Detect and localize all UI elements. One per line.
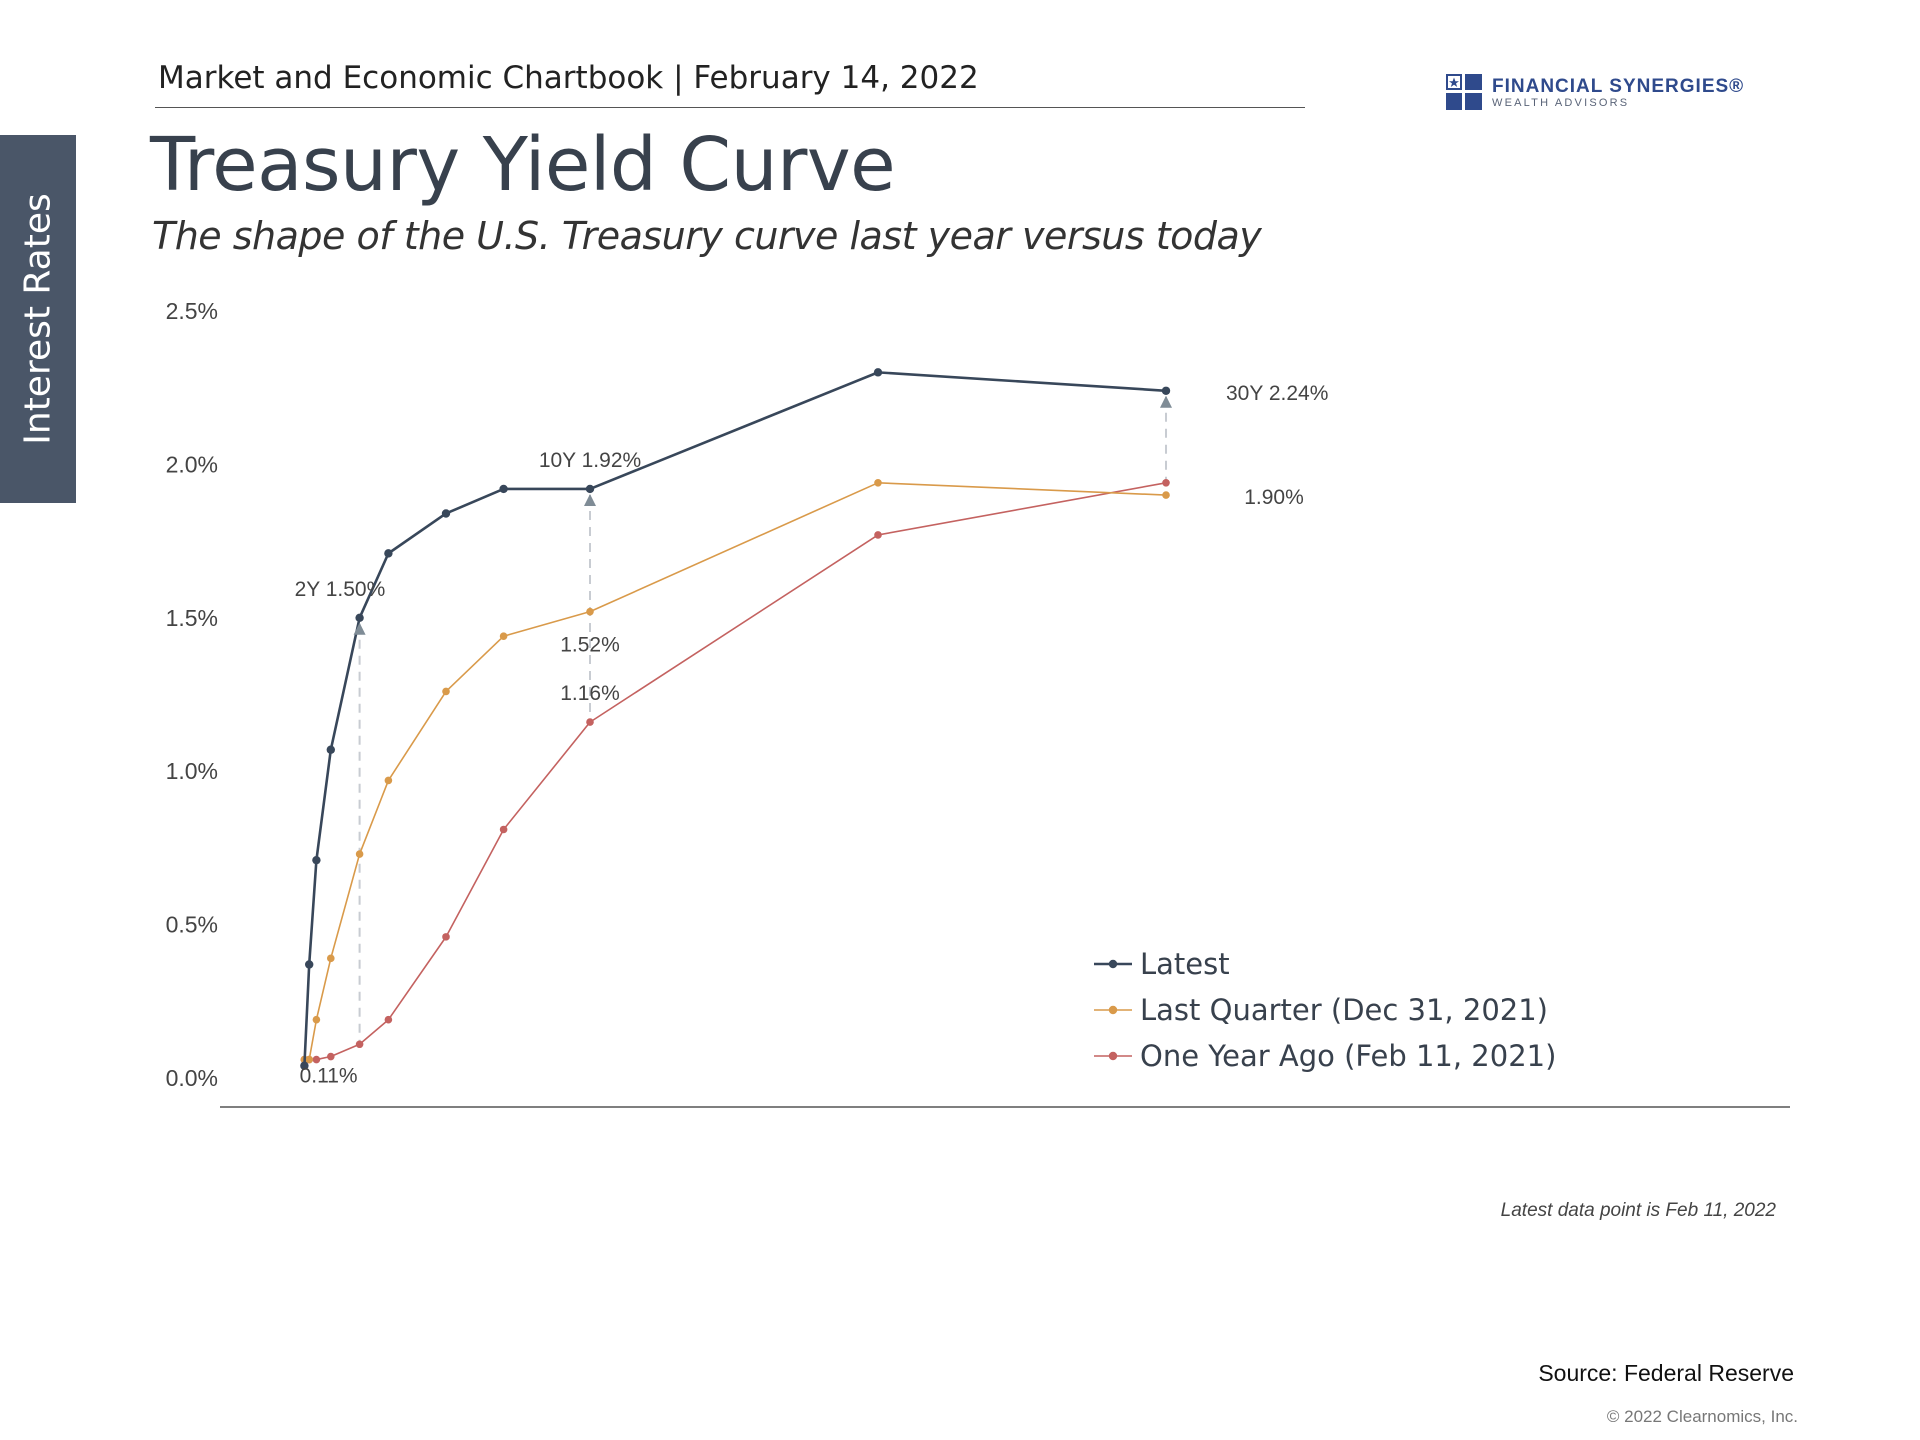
logo-name: FINANCIAL SYNERGIES®: [1492, 76, 1745, 97]
data-point-1: [442, 687, 450, 696]
data-point-1: [384, 776, 393, 785]
annotation-label: 30Y 2.24%: [1226, 382, 1328, 405]
page-title: Treasury Yield Curve: [150, 122, 896, 208]
data-point-0: [305, 960, 314, 969]
data-point-2: [442, 933, 450, 941]
annotation-label: 1.16%: [560, 682, 620, 705]
data-point-2: [874, 531, 882, 539]
legend-label: One Year Ago (Feb 11, 2021): [1140, 1039, 1556, 1073]
data-point-1: [312, 1015, 321, 1024]
company-logo: FINANCIAL SYNERGIES® WEALTH ADVISORS: [1446, 74, 1766, 114]
data-point-2: [499, 825, 508, 834]
legend-label: Latest: [1140, 947, 1230, 981]
y-tick-label: 0.0%: [166, 1065, 218, 1091]
data-point-1: [874, 479, 882, 487]
data-point-0: [499, 484, 508, 494]
data-point-1: [305, 1055, 314, 1064]
annotation-label: 1.90%: [1244, 486, 1304, 509]
header-text: Market and Economic Chartbook | February…: [158, 60, 979, 96]
data-point-0: [441, 509, 451, 518]
annotation-label: 1.52%: [560, 634, 620, 657]
y-tick-label: 1.5%: [166, 605, 218, 631]
change-marker: [584, 493, 597, 506]
data-point-0: [585, 484, 595, 494]
series-line-0: [303, 371, 1167, 1066]
y-tick-label: 2.5%: [166, 298, 218, 324]
data-point-0: [326, 745, 336, 754]
copyright-note: © 2022 Clearnomics, Inc.: [1606, 1407, 1798, 1426]
data-point-2: [1162, 479, 1170, 487]
annotation-label: 0.11%: [300, 1064, 358, 1087]
logo-tagline: WEALTH ADVISORS: [1492, 97, 1630, 109]
legend-swatch-point: [1108, 959, 1118, 969]
data-point-0: [300, 1061, 309, 1070]
data-point-0: [873, 368, 883, 377]
data-point-1: [499, 632, 508, 641]
change-marker: [353, 622, 366, 635]
data-point-2: [327, 1052, 335, 1061]
series-line-2: [304, 482, 1167, 1061]
chart-legend: Latest Last Quarter (Dec 31, 2021) One Yea…: [1094, 947, 1556, 1073]
series-line-1: [304, 482, 1167, 1061]
annotation-label: 2Y 1.50%: [295, 578, 386, 601]
change-marker: [1160, 395, 1173, 408]
data-point-2: [312, 1055, 321, 1064]
legend-swatch-point: [1108, 1051, 1118, 1061]
data-point-0: [384, 549, 393, 558]
source-note: Source: Federal Reserve: [1538, 1360, 1794, 1386]
section-tab: Interest Rates: [0, 135, 76, 503]
y-tick-label: 0.5%: [166, 912, 218, 938]
logo-flag-icon: [1446, 74, 1482, 110]
y-tick-label: 1.0%: [166, 758, 218, 784]
data-point-2: [355, 1040, 364, 1049]
data-point-1: [355, 850, 364, 858]
data-point-0: [312, 855, 321, 865]
data-point-2: [586, 718, 594, 726]
annotation-label: 10Y 1.92%: [539, 449, 641, 472]
data-point-0: [355, 613, 364, 622]
data-point-1: [327, 954, 335, 963]
data-point-1: [586, 607, 594, 616]
page-subtitle: The shape of the U.S. Treasury curve las…: [152, 214, 1262, 258]
y-tick-label: 2.0%: [166, 451, 218, 477]
data-point-0: [1161, 386, 1171, 395]
chart-footnote: Latest data point is Feb 11, 2022: [1500, 1200, 1776, 1221]
header-divider: [155, 107, 1305, 108]
legend-label: Last Quarter (Dec 31, 2021): [1140, 993, 1548, 1027]
data-point-2: [384, 1015, 393, 1024]
data-point-1: [1162, 491, 1170, 499]
legend-swatch-point: [1108, 1005, 1118, 1015]
